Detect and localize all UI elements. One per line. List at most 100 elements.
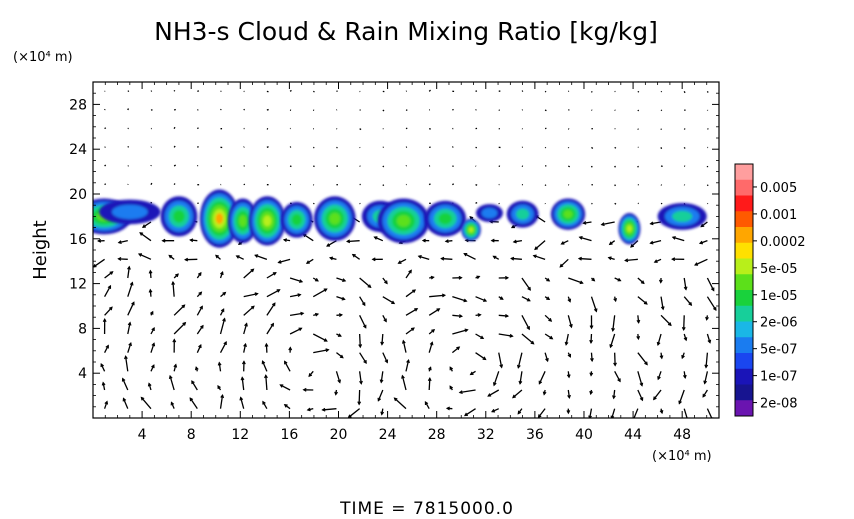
wind-vector-head bbox=[302, 387, 307, 392]
wind-vector-head bbox=[566, 410, 571, 415]
wind-vector bbox=[219, 395, 224, 409]
wind-vector bbox=[579, 236, 592, 242]
y-axis-label: Height bbox=[30, 220, 51, 280]
wind-vector bbox=[173, 89, 176, 92]
y-tick-label: 24 bbox=[69, 142, 87, 158]
wind-vector bbox=[335, 371, 341, 383]
colorbar-swatch bbox=[735, 290, 753, 307]
wind-vector-head bbox=[517, 410, 522, 415]
wind-vector-head bbox=[328, 256, 334, 261]
wind-vector-head bbox=[272, 272, 277, 276]
wind-vector-head bbox=[688, 302, 693, 306]
wind-vector-head bbox=[97, 238, 102, 243]
wind-vector-head bbox=[682, 374, 687, 379]
wind-vector bbox=[197, 90, 200, 92]
wind-vector bbox=[347, 240, 360, 243]
wind-vector-head bbox=[105, 344, 109, 349]
wind-vector bbox=[196, 145, 199, 148]
wind-vector bbox=[289, 293, 301, 298]
wind-vector-head bbox=[611, 327, 615, 332]
colorbar-swatch bbox=[735, 195, 753, 212]
wind-vector bbox=[196, 164, 199, 167]
wind-vector-head bbox=[100, 363, 104, 368]
wind-vector-head bbox=[379, 379, 384, 384]
wind-vector bbox=[352, 253, 361, 260]
wind-vector-head bbox=[577, 256, 582, 261]
wind-vector bbox=[512, 389, 523, 399]
wind-vector-head bbox=[181, 304, 186, 309]
wind-vector bbox=[102, 382, 106, 391]
wind-vector bbox=[359, 296, 366, 306]
wind-vector-head bbox=[300, 311, 305, 316]
wind-vector bbox=[196, 344, 202, 353]
wind-vector-head bbox=[200, 324, 204, 329]
wind-vector bbox=[243, 305, 255, 316]
wind-vector bbox=[169, 375, 175, 391]
wind-vector-head bbox=[359, 380, 363, 385]
wind-vector bbox=[236, 255, 244, 260]
wind-vector bbox=[142, 221, 152, 228]
wind-vector-head bbox=[197, 271, 202, 276]
wind-vector-head bbox=[579, 280, 584, 285]
wind-vector-head bbox=[490, 238, 495, 243]
wind-vector bbox=[637, 389, 644, 401]
time-label: TIME = 7815000.0 bbox=[339, 499, 514, 519]
wind-vector bbox=[382, 184, 385, 187]
wind-vector-head bbox=[380, 341, 385, 346]
wind-vector bbox=[306, 258, 314, 264]
wind-vector bbox=[402, 340, 407, 353]
wind-vector bbox=[544, 314, 552, 322]
wind-vector bbox=[359, 277, 372, 288]
wind-vector-head bbox=[469, 371, 474, 376]
wind-vector-head bbox=[240, 376, 245, 381]
wind-vector-head bbox=[613, 298, 618, 303]
cloud-contour bbox=[672, 210, 693, 222]
wind-vector bbox=[289, 327, 302, 335]
wind-vector-head bbox=[671, 236, 676, 240]
wind-vector-head bbox=[526, 326, 530, 331]
wind-vector bbox=[138, 253, 152, 260]
wind-vector bbox=[289, 165, 292, 168]
y-tick-label: 20 bbox=[69, 187, 87, 203]
cloud-cell bbox=[424, 200, 467, 237]
wind-vector-head bbox=[271, 302, 276, 307]
wind-vector-head bbox=[184, 257, 189, 262]
wind-vector bbox=[683, 146, 686, 149]
colorbar-label: 0.001 bbox=[760, 208, 797, 223]
wind-vector bbox=[511, 257, 522, 260]
wind-vector-head bbox=[149, 310, 154, 315]
wind-vector bbox=[243, 343, 247, 353]
wind-vector bbox=[93, 258, 105, 268]
wind-vector-head bbox=[148, 288, 153, 293]
cloud-contour bbox=[626, 225, 632, 233]
wind-vector-head bbox=[567, 394, 571, 399]
wind-vector bbox=[139, 232, 152, 242]
wind-vector bbox=[405, 359, 410, 372]
wind-vector bbox=[103, 401, 108, 409]
wind-vector-head bbox=[639, 382, 644, 387]
wind-vector bbox=[127, 127, 129, 130]
wind-vector bbox=[459, 389, 476, 394]
wind-vector bbox=[382, 165, 385, 168]
wind-vector-head bbox=[239, 396, 244, 401]
colorbar-label: 1e-05 bbox=[760, 289, 798, 304]
wind-vector bbox=[544, 146, 547, 149]
wind-vector bbox=[683, 296, 692, 306]
wind-vector-head bbox=[610, 415, 615, 418]
wind-vector-head bbox=[264, 342, 269, 347]
wind-vector bbox=[630, 240, 639, 248]
wind-vector-head bbox=[659, 409, 664, 415]
wind-vector-head bbox=[391, 300, 396, 305]
wind-vector-head bbox=[698, 240, 704, 245]
wind-vector bbox=[394, 397, 407, 410]
wind-vector bbox=[336, 277, 346, 282]
wind-vector-head bbox=[243, 342, 247, 348]
wind-vector bbox=[326, 240, 337, 247]
colorbar-swatch bbox=[735, 321, 753, 338]
wind-vector bbox=[565, 333, 569, 345]
wind-vector bbox=[150, 182, 153, 185]
wind-vector bbox=[578, 257, 592, 260]
wind-vector-head bbox=[445, 406, 450, 411]
wind-vector bbox=[377, 389, 384, 401]
wind-vector-head bbox=[431, 328, 436, 333]
